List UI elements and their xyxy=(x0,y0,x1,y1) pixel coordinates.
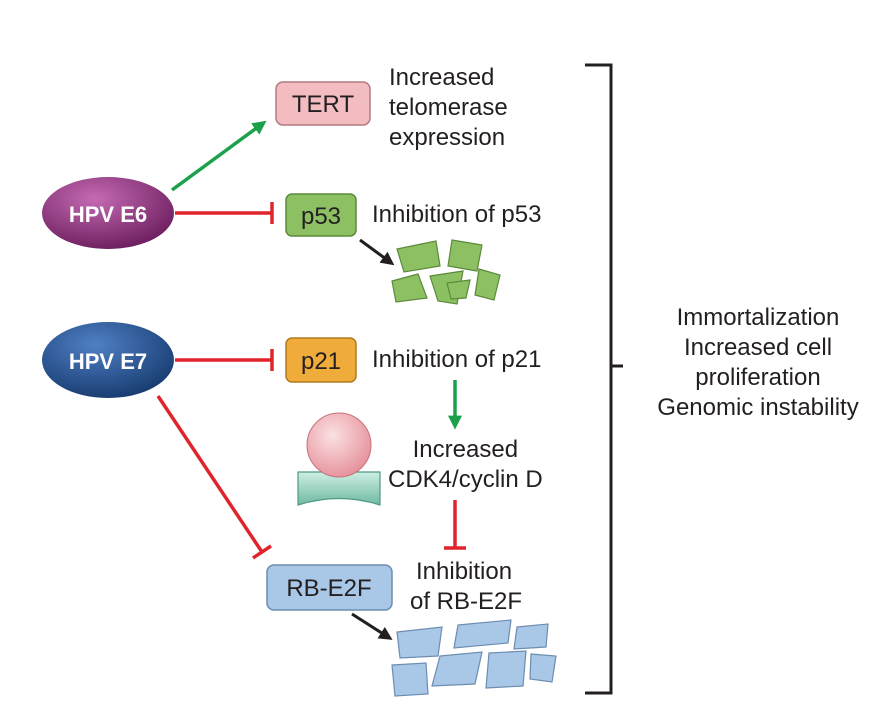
tert-effect-line-2: telomerase xyxy=(389,94,508,121)
p53-fragments-icon xyxy=(391,239,501,305)
p21-effect-label: Inhibition of p21 xyxy=(372,346,542,373)
tert-label: TERT xyxy=(292,91,355,118)
hpv-e6-label: HPV E6 xyxy=(69,202,147,227)
cdk-effect-label: Increased CDK4/cyclin D xyxy=(388,435,543,495)
cdk-inhibits-rb xyxy=(444,500,466,550)
p53-degradation-arrow xyxy=(359,238,395,266)
rb-e2f-fragments-icon xyxy=(391,619,557,697)
tert-effect-line-3: expression xyxy=(389,124,506,151)
e7-inhibits-p21 xyxy=(175,349,274,371)
outcome-proliferation: proliferation xyxy=(695,364,821,391)
e6-inhibits-p53 xyxy=(175,202,274,224)
e7-inhibits-rb-e2f xyxy=(156,395,272,560)
rb-degradation-arrow xyxy=(351,612,393,640)
outcomes-label: Immortalization Increased cell prolifera… xyxy=(636,303,880,423)
hpv-e7-node: HPV E7 xyxy=(42,322,174,398)
rb-effect-label: Inhibition of RB-E2F xyxy=(410,557,522,617)
p21-box: p21 xyxy=(285,337,357,383)
hpv-e7-label: HPV E7 xyxy=(69,349,147,374)
cdk-effect-line-1: Increased xyxy=(412,436,519,463)
tert-box: TERT xyxy=(275,81,371,126)
rb-e2f-box: RB-E2F xyxy=(266,564,393,611)
p53-label: p53 xyxy=(301,203,341,230)
hpv-e6-node: HPV E6 xyxy=(42,177,174,249)
outcome-bracket xyxy=(585,63,623,695)
e6-activates-tert-arrow xyxy=(170,120,267,192)
rb-effect-line-1: Inhibition xyxy=(416,558,513,585)
rb-e2f-label: RB-E2F xyxy=(286,575,371,602)
p53-box: p53 xyxy=(285,193,357,237)
tert-effect-line-1: Increased xyxy=(389,64,495,91)
tert-effect-label: Increased telomerase expression xyxy=(389,63,508,153)
rb-effect-line-2: of RB-E2F xyxy=(410,588,523,615)
cdk-effect-line-2: CDK4/cyclin D xyxy=(388,466,543,493)
cdk4-cyclin-d-complex-icon xyxy=(297,412,381,506)
p53-effect-label: Inhibition of p53 xyxy=(372,201,542,228)
outcome-genomic-instability: Genomic instability xyxy=(657,394,859,421)
outcome-immortalization: Immortalization xyxy=(676,304,840,331)
outcome-increased-cell: Increased cell xyxy=(683,334,833,361)
p21-label: p21 xyxy=(301,348,341,375)
